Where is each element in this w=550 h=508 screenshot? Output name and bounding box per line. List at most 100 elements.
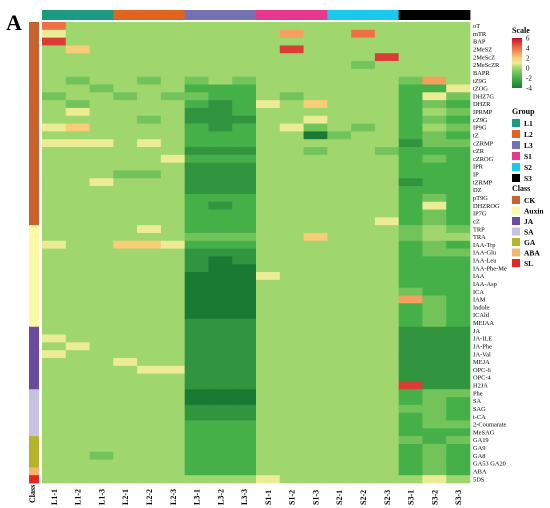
heatmap-cell: [160, 475, 186, 484]
heatmap-cell: [256, 334, 281, 343]
heatmap-cell: [184, 365, 209, 374]
heatmap-cell: [351, 357, 376, 367]
heatmap-cell: [160, 420, 186, 429]
heatmap-cell: [208, 170, 233, 179]
heatmap-cell: [184, 100, 209, 109]
heatmap-cell: [113, 248, 138, 257]
class-bar-cell: [29, 147, 39, 156]
heatmap-cell: [422, 68, 447, 78]
heatmap-cell: [65, 232, 90, 242]
heatmap-cell: [351, 287, 376, 296]
heatmap-cell: [374, 467, 400, 476]
row-label: IAM: [473, 297, 486, 304]
heatmap-cell: [374, 53, 400, 62]
heatmap-cell: [42, 318, 67, 328]
row-label: 2-Coumarate: [473, 422, 507, 429]
heatmap-cell: [351, 76, 376, 85]
heatmap-cell: [327, 139, 352, 148]
heatmap-cell: [327, 225, 352, 234]
heatmap-cell: [422, 240, 447, 249]
heatmap-cell: [374, 389, 400, 398]
heatmap-cell: [422, 147, 447, 156]
heatmap-cell: [184, 459, 209, 468]
heatmap-cell: [232, 53, 257, 62]
heatmap-cell: [446, 334, 471, 343]
heatmap-cell: [374, 475, 400, 484]
heatmap-cell: [184, 248, 209, 257]
row-label: MeSAG: [473, 429, 495, 436]
heatmap-cell: [232, 209, 257, 218]
class-legend-swatch: [512, 206, 520, 215]
heatmap-cell: [374, 459, 400, 468]
heatmap-cell: [351, 123, 376, 132]
heatmap-cell: [42, 193, 67, 203]
heatmap-cell: [398, 107, 423, 117]
heatmap-cell: [279, 209, 304, 218]
heatmap-cell: [113, 147, 138, 156]
heatmap-cell: [232, 232, 257, 242]
heatmap-cell: [327, 475, 352, 484]
heatmap-cell: [232, 178, 257, 187]
heatmap-cell: [327, 61, 352, 70]
heatmap-cell: [137, 61, 162, 70]
heatmap-cell: [279, 225, 304, 234]
heatmap-cell: [160, 209, 186, 218]
column-group-bar: [42, 10, 471, 20]
heatmap-cell: [113, 170, 138, 179]
heatmap-cell: [160, 381, 186, 390]
heatmap-cell: [184, 45, 209, 54]
heatmap-cell: [42, 92, 67, 101]
heatmap-cell: [398, 225, 423, 234]
heatmap-cell: [351, 256, 376, 265]
heatmap-cell: [256, 303, 281, 312]
heatmap-cell: [279, 92, 304, 101]
class-bar-cell: [29, 232, 39, 242]
heatmap-cell: [89, 209, 114, 218]
heatmap-cell: [113, 162, 138, 171]
heatmap-cell: [89, 115, 114, 124]
heatmap-cell: [351, 29, 376, 38]
heatmap-cell: [374, 342, 400, 351]
row-label: OPC-4: [473, 375, 492, 382]
heatmap-cell: [42, 420, 67, 429]
heatmap-cell: [398, 467, 423, 476]
heatmap-cell: [256, 326, 281, 335]
heatmap-cell: [160, 342, 186, 351]
heatmap-cell: [160, 459, 186, 468]
heatmap-cell: [256, 178, 281, 187]
heatmap-cell: [256, 389, 281, 398]
heatmap-cell: [208, 45, 233, 54]
heatmap-cell: [446, 279, 471, 289]
heatmap-cell: [446, 29, 471, 38]
heatmap-cell: [232, 29, 257, 38]
heatmap-cell: [113, 475, 138, 484]
heatmap-cell: [327, 326, 352, 335]
heatmap-cell: [422, 186, 447, 195]
heatmap-cell: [351, 389, 376, 398]
heatmap-cell: [303, 443, 328, 453]
heatmap-cell: [303, 201, 328, 210]
heatmap-cell: [446, 248, 471, 257]
heatmap-cell: [137, 264, 162, 273]
heatmap-cell: [184, 404, 209, 414]
heatmap-cell: [279, 193, 304, 203]
row-label: IPRMP: [473, 109, 493, 116]
heatmap-cell: [113, 295, 138, 304]
heatmap-cell: [398, 326, 423, 335]
heatmap-cell: [303, 170, 328, 179]
heatmap-cell: [208, 147, 233, 156]
class-bar-cell: [29, 201, 39, 210]
heatmap-cell: [303, 311, 328, 320]
class-bar-cell: [29, 264, 39, 273]
heatmap-cell: [232, 240, 257, 249]
heatmap-cell: [351, 373, 376, 382]
heatmap-cell: [303, 420, 328, 429]
heatmap-cell: [446, 84, 471, 93]
heatmap-cell: [208, 92, 233, 101]
heatmap-cell: [327, 248, 352, 257]
group-bar-cell: [232, 10, 257, 20]
heatmap-cell: [374, 279, 400, 289]
group-bar-cell: [351, 10, 376, 20]
group-bar-cell: [374, 10, 400, 20]
row-label: 2MeScZR: [473, 62, 500, 69]
